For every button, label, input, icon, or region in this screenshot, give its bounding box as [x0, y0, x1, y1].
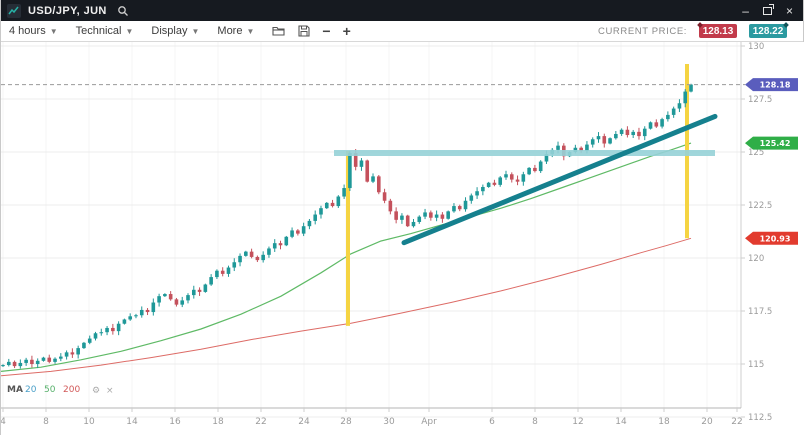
trend-annotations[interactable]: [334, 113, 718, 246]
open-folder-icon[interactable]: [272, 25, 286, 37]
grid-lines: [1, 42, 741, 418]
time-tick-label: 8: [532, 417, 538, 427]
price-tick-label: 127.5: [748, 95, 772, 105]
time-tick-label: 18: [212, 417, 224, 427]
ma-200-tag: [745, 231, 798, 245]
more-label: More: [217, 25, 243, 37]
time-tick-label: 22: [731, 417, 742, 427]
ma-line: [0, 142, 692, 372]
close-button[interactable]: ×: [785, 3, 793, 18]
candlestick-chart[interactable]: 130 127.5 125 122.5 120 117.5 115 112.5 4 8 10 14 16…: [0, 42, 804, 435]
price-tags: 128.18 125.42 120.93: [745, 78, 798, 245]
chevron-down-icon: ▼: [191, 26, 200, 36]
chart-area[interactable]: 130 127.5 125 122.5 120 117.5 115 112.5 4 8 10 14 16…: [0, 42, 804, 435]
ma-period-20: 20: [25, 385, 37, 395]
moving-average-lines: [0, 142, 692, 377]
time-tick-label: Apr: [421, 417, 437, 427]
gear-icon[interactable]: ⚙: [92, 386, 100, 396]
search-icon[interactable]: [117, 5, 129, 17]
time-tick-label: 30: [383, 417, 395, 427]
time-tick-label: 4: [1, 417, 6, 427]
last-price-tag: [745, 78, 798, 92]
more-dropdown[interactable]: More ▼: [217, 25, 254, 37]
last-price-tag-value: 128.18: [760, 81, 791, 90]
chevron-down-icon: ▼: [125, 26, 134, 36]
current-price-area: CURRENT PRICE: 128.13 128.22: [598, 22, 795, 38]
time-tick-label: 16: [169, 417, 181, 427]
timeframe-dropdown[interactable]: 4 hours ▼: [9, 25, 58, 37]
time-axis[interactable]: 4 8 10 14 16 18 22 24 28 30 Apr 6 8 12 14 18 20 22: [0, 408, 743, 427]
minimize-button[interactable]: –: [742, 3, 749, 18]
time-tick-label: 14: [126, 417, 138, 427]
time-tick-label: 10: [83, 417, 95, 427]
time-tick-label: 22: [255, 417, 266, 427]
time-tick-label: 12: [572, 417, 583, 427]
sell-price-button[interactable]: 128.13: [697, 22, 737, 38]
ascending-trendline[interactable]: [401, 113, 718, 246]
price-tick-label: 112.5: [748, 413, 772, 423]
symbol-title: USD/JPY, JUN: [28, 4, 107, 17]
ma-line: [0, 237, 692, 377]
display-label: Display: [151, 25, 188, 37]
chart-toolbar: 4 hours ▼ Technical ▼ Display ▼ More ▼: [1, 21, 803, 42]
ma-50-tag: [745, 136, 798, 150]
time-tick-label: 8: [43, 417, 49, 427]
time-tick-label: 6: [489, 417, 495, 427]
save-icon[interactable]: [298, 25, 310, 37]
buy-price-button[interactable]: 128.22: [749, 22, 789, 38]
ma-50-tag-value: 125.42: [760, 139, 791, 148]
chart-logo-icon: [8, 6, 19, 14]
price-tick-label: 115: [748, 360, 764, 370]
current-price-label: CURRENT PRICE:: [598, 25, 687, 37]
axes: [1, 42, 742, 409]
close-indicator-icon[interactable]: ×: [106, 386, 114, 396]
timeframe-label: 4 hours: [9, 25, 46, 37]
ma-indicator-legend[interactable]: MA 20 50 200 ⚙ ×: [7, 385, 114, 396]
window-controls: – ×: [742, 3, 797, 18]
buy-price-value: 128.22: [752, 25, 784, 37]
title-bar: USD/JPY, JUN – ×: [1, 0, 803, 21]
time-tick-label: 20: [701, 417, 713, 427]
candlestick-series: [1, 83, 693, 369]
price-tick-label: 120: [748, 254, 764, 264]
time-tick-label: 14: [615, 417, 627, 427]
ma-period-50: 50: [44, 385, 56, 395]
zoom-in-button[interactable]: +: [342, 23, 351, 39]
price-tick-label: 117.5: [748, 307, 772, 317]
price-tick-label: 122.5: [748, 201, 772, 211]
time-tick-label: 24: [298, 417, 310, 427]
time-tick-label: 18: [658, 417, 670, 427]
buy-pin-icon: [783, 22, 789, 28]
price-tick-label: 130: [748, 42, 764, 52]
chevron-down-icon: ▼: [49, 26, 58, 36]
restore-button[interactable]: [762, 3, 774, 15]
technical-label: Technical: [75, 25, 122, 37]
price-axis[interactable]: 130 127.5 125 122.5 120 117.5 115 112.5: [741, 42, 772, 423]
ma-200-tag-value: 120.93: [760, 234, 791, 243]
app-logo: [7, 3, 21, 18]
ma-period-200: 200: [63, 385, 80, 395]
display-dropdown[interactable]: Display ▼: [151, 25, 199, 37]
sell-price-value: 128.13: [702, 25, 734, 37]
zoom-out-button[interactable]: −: [322, 23, 331, 39]
technical-dropdown[interactable]: Technical ▼: [76, 25, 134, 37]
ma-legend-label: MA: [7, 385, 23, 395]
time-tick-label: 28: [340, 417, 352, 427]
price-tick-label: 125: [748, 148, 764, 158]
chevron-down-icon: ▼: [246, 26, 255, 36]
